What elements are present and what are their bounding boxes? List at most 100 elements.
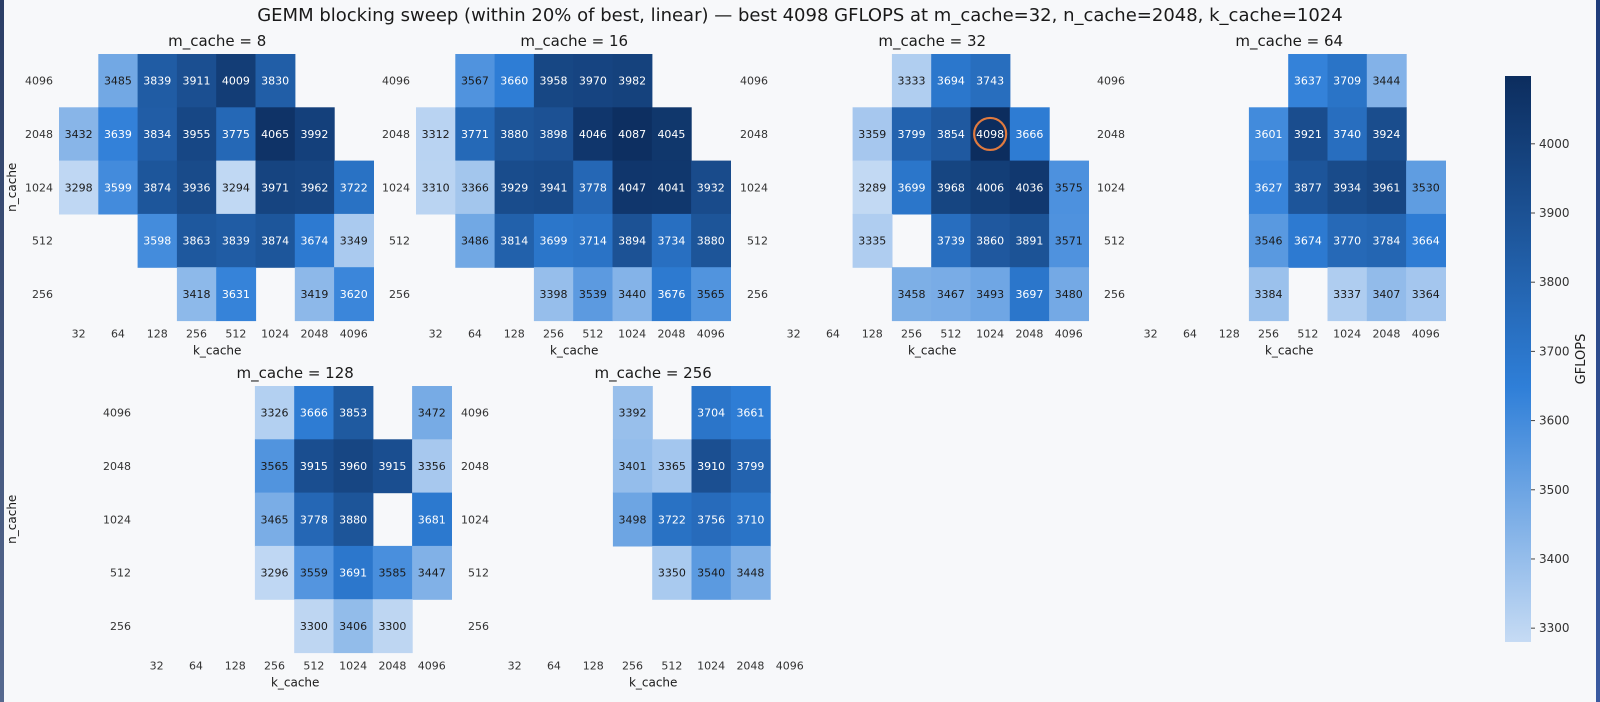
heatmap-cell (1009, 267, 1050, 322)
heatmap-cell (255, 213, 296, 268)
colorbar-tick-label: 3900 (1539, 206, 1570, 220)
heatmap-cell (255, 54, 296, 108)
heatmap-cell (98, 54, 139, 108)
heatmap-cell (1366, 160, 1407, 215)
cell-value-label: 3546 (1255, 235, 1283, 248)
heatmap-cell (652, 492, 693, 547)
heatmap-cell (1366, 213, 1407, 268)
heatmap-cell (1288, 107, 1329, 162)
heatmap-cell (573, 107, 614, 162)
heatmap-panel: m_cache = 16 3567 3660 3958 3970 3982 3312 3771… (382, 32, 731, 358)
cell-value-label: 3743 (976, 75, 1004, 88)
colorbar-tick-label: 3400 (1539, 552, 1570, 566)
heatmap-cell (612, 54, 653, 108)
cell-value-label: 3300 (300, 620, 328, 633)
x-tick-label: 32 (1144, 328, 1158, 341)
cell-value-label: 4098 (976, 128, 1004, 141)
panel-title: m_cache = 64 (1235, 32, 1343, 51)
x-tick-label: 4096 (776, 660, 804, 673)
panel-title: m_cache = 128 (237, 364, 354, 383)
cell-value-label: 3620 (340, 288, 368, 301)
cell-value-label: 3300 (378, 620, 406, 633)
heatmap-cell (891, 107, 932, 162)
cell-value-label: 3710 (736, 513, 764, 526)
heatmap-cell (931, 267, 972, 322)
cell-value-label: 3485 (104, 75, 132, 88)
heatmap-cell (652, 439, 693, 494)
cell-value-label: 3444 (1372, 75, 1400, 88)
x-tick-label: 128 (583, 660, 604, 673)
heatmap-cell (730, 492, 771, 547)
heatmap-cell (852, 107, 893, 162)
x-tick-label: 256 (543, 328, 564, 341)
colorbar-tick-label: 3700 (1539, 344, 1570, 358)
heatmap-cell (612, 267, 653, 322)
heatmap-cell (1366, 54, 1407, 108)
cell-value-label: 3296 (261, 567, 289, 580)
cell-value-label: 3364 (1412, 288, 1440, 301)
heatmap-cell (891, 160, 932, 215)
heatmap-cell (372, 439, 413, 494)
cell-value-label: 3366 (461, 181, 489, 194)
x-tick-label: 32 (150, 660, 164, 673)
cell-value-label: 4087 (618, 128, 646, 141)
cell-value-label: 3934 (1333, 181, 1361, 194)
heatmap-cell (137, 107, 178, 162)
x-tick-label: 64 (111, 328, 125, 341)
heatmap-cell (416, 160, 456, 215)
heatmap-cell (294, 386, 335, 440)
heatmap-panel: m_cache = 128 3326 3666 3853 3472 3565 3915 396… (5, 364, 452, 690)
heatmap-cell (254, 545, 295, 600)
x-tick-label: 1024 (618, 328, 646, 341)
cell-value-label: 3756 (697, 513, 725, 526)
heatmap-cell (1248, 213, 1289, 268)
heatmap-cell (494, 107, 535, 162)
cell-value-label: 4065 (261, 128, 289, 141)
cell-value-label: 3784 (1372, 235, 1400, 248)
x-tick-label: 1024 (976, 328, 1004, 341)
cell-value-label: 3432 (65, 128, 93, 141)
cell-value-label: 3585 (378, 567, 406, 580)
x-tick-label: 4096 (340, 328, 368, 341)
colorbar-gradient (1505, 76, 1531, 642)
cell-value-label: 3932 (697, 181, 725, 194)
cell-value-label: 3936 (183, 181, 211, 194)
y-tick-label: 256 (747, 288, 768, 301)
heatmap-cell (98, 107, 139, 162)
x-tick-label: 64 (547, 660, 561, 673)
y-tick-label: 1024 (1097, 181, 1125, 194)
heatmap-panel: m_cache = 8 3485 3839 3911 4009 3830 3432 3639 3… (5, 32, 374, 358)
x-tick-label: 512 (940, 328, 961, 341)
heatmap-cell (691, 439, 732, 494)
heatmap-cell (691, 267, 731, 322)
heatmap-cell (533, 107, 574, 162)
cell-value-label: 3565 (697, 288, 725, 301)
x-tick-label: 4096 (697, 328, 725, 341)
cell-value-label: 3971 (261, 181, 289, 194)
heatmap-cell (970, 213, 1011, 268)
heatmap-cell (612, 107, 653, 162)
cell-value-label: 3601 (1255, 128, 1283, 141)
heatmap-cell (137, 213, 178, 268)
cell-value-label: 3874 (143, 181, 171, 194)
cell-value-label: 3854 (937, 128, 965, 141)
heatmap-cell (730, 439, 771, 494)
cell-value-label: 3567 (461, 75, 489, 88)
y-tick-label: 1024 (461, 513, 489, 526)
heatmap-cell (691, 213, 731, 268)
cell-value-label: 3350 (658, 567, 686, 580)
y-tick-label: 2048 (25, 128, 53, 141)
cell-value-label: 3775 (222, 128, 250, 141)
cell-value-label: 3830 (261, 75, 289, 88)
cell-value-label: 3921 (1294, 128, 1322, 141)
heatmap-cell (412, 386, 452, 440)
cell-value-label: 3955 (183, 128, 211, 141)
cell-value-label: 3962 (300, 181, 328, 194)
heatmap-cell (612, 492, 653, 547)
y-axis-label: n_cache (5, 163, 19, 212)
cell-value-label: 3599 (104, 181, 132, 194)
cell-value-label: 3401 (619, 460, 647, 473)
heatmap-cell (1406, 267, 1446, 322)
heatmap-cell (612, 386, 653, 440)
heatmap-cell (1327, 267, 1368, 322)
